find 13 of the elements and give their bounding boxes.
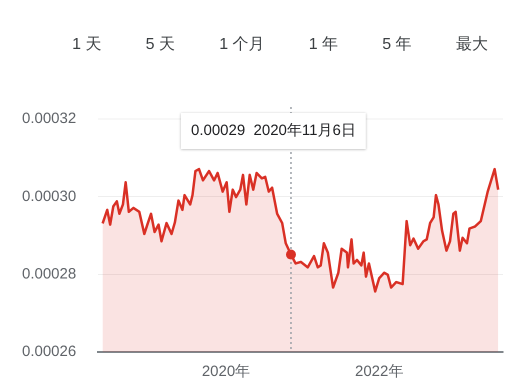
text: 5 年 [381,35,413,55]
text: 5 天 [144,35,176,55]
text: 1 个月 [218,35,266,55]
text: 1 天 [71,35,102,55]
text: 1 年 [308,35,340,55]
x-tick-label: 2020年 [202,363,250,380]
annotation: 0.00029 2020年11月6日 [190,122,356,140]
y-tick-label: 0.00028 [22,265,76,282]
y-tick-label: 0.00026 [22,343,76,360]
x-tick-label: 2022年 [354,363,404,380]
text: 最大 [454,34,489,55]
y-tick-label: 0.00030 [22,188,76,205]
y-tick-label: 0.00032 [22,110,76,128]
